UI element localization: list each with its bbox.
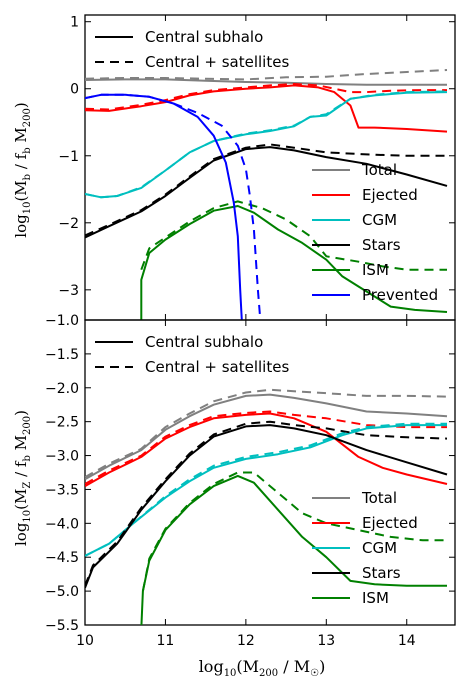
bot-ejected-solid-line xyxy=(85,412,448,487)
bot-total-dashed-line xyxy=(85,388,448,479)
bot-style-legend-label-dashed: Central + satellites xyxy=(145,358,289,376)
top-ejected-solid-line xyxy=(85,84,448,133)
bot-ylab-post: M xyxy=(12,435,30,455)
top-total-dashed-line xyxy=(85,69,448,81)
top-ism-solid-line xyxy=(140,205,448,320)
top-y-tick-label: 0 xyxy=(70,82,79,98)
bottom-y-tick-label: −5.0 xyxy=(45,584,79,600)
bot-stars-solid-line xyxy=(85,424,448,589)
bottom-panel-y-axis-label: log10(MZ / fb M200) xyxy=(12,410,33,546)
x-tick-label: 11 xyxy=(157,633,175,649)
top-ejected-dashed-line xyxy=(85,83,447,111)
top-style-legend: Central subhalo Central + satellites xyxy=(95,28,289,71)
bot-legend-label-total: Total xyxy=(361,489,397,507)
xlab-sun-sub: ☉ xyxy=(310,668,319,679)
top-legend-label-prevented: Prevented xyxy=(362,286,438,304)
top-ylab-post: M xyxy=(12,127,30,147)
bottom-series-legend: Total Ejected CGM Stars ISM xyxy=(312,489,418,607)
bottom-y-tick-label: −3.5 xyxy=(45,482,79,498)
x-axis-label: log10(M200 / M☉) xyxy=(199,657,326,679)
top-ylab-open: (M xyxy=(12,180,30,201)
bot-legend-label-ejected: Ejected xyxy=(362,514,418,532)
top-y-tick-label: −1 xyxy=(58,149,79,165)
top-cgm-solid-line xyxy=(85,91,448,199)
bottom-y-tick-label: −2.0 xyxy=(45,381,79,397)
top-legend-label-cgm: CGM xyxy=(362,211,397,229)
top-prevented-solid-line xyxy=(85,93,243,320)
bottom-y-tick-label: −1.5 xyxy=(45,347,79,363)
bot-style-legend-label-solid: Central subhalo xyxy=(145,333,263,351)
top-legend-label-stars: Stars xyxy=(362,236,401,254)
bottom-panel-x-ticks: 10 11 12 13 14 xyxy=(76,320,416,649)
top-ylab-close: ) xyxy=(12,102,30,108)
top-style-legend-label-solid: Central subhalo xyxy=(145,28,263,46)
top-legend-label-ism: ISM xyxy=(362,261,389,279)
top-y-tick-label: −3 xyxy=(58,283,79,299)
top-ylab-pre-sub: 10 xyxy=(22,202,33,215)
bot-ylab-mid: / f xyxy=(12,460,30,482)
bot-ism-solid-line xyxy=(140,474,447,625)
bottom-y-tick-label: −4.5 xyxy=(45,550,79,566)
bot-cgm-solid-line xyxy=(85,424,447,557)
top-total-solid-line xyxy=(85,78,447,86)
bot-ylab-pre: log xyxy=(12,522,30,546)
bottom-y-tick-label: −5.5 xyxy=(45,618,79,634)
bottom-panel: −1.5−2.0−2.5−3.0−3.5−4.0−4.5−5.0−5.5 10 1… xyxy=(12,319,456,679)
xlab-pre-sub: 10 xyxy=(224,668,237,679)
top-y-tick-label: 1 xyxy=(70,15,79,31)
top-stars-solid-line xyxy=(85,146,448,239)
x-tick-label: 10 xyxy=(76,633,94,649)
top-ylab-post-sub: 200 xyxy=(22,108,33,127)
bot-legend-label-cgm: CGM xyxy=(362,539,397,557)
bot-ylab-pre-sub: 10 xyxy=(22,510,33,523)
top-ylab-f-sub: b xyxy=(22,147,33,153)
bot-ylab-post-sub: 200 xyxy=(22,416,33,435)
top-cgm-dashed-line xyxy=(85,90,448,199)
xlab-m-sub: 200 xyxy=(259,668,278,679)
x-tick-label: 13 xyxy=(317,633,335,649)
bottom-panel-frame xyxy=(84,319,456,626)
top-ylab-pre: log xyxy=(12,214,30,238)
xlab-close: ) xyxy=(319,657,325,676)
bot-stars-dashed-line xyxy=(85,420,448,587)
top-style-legend-label-dashed: Central + satellites xyxy=(145,53,289,71)
bot-ylab-open: (M xyxy=(12,489,30,510)
top-prevented-dashed-line xyxy=(85,93,262,320)
xlab-open: (M xyxy=(236,657,259,676)
top-ylab-m-sub: b xyxy=(22,174,33,180)
top-panel-y-axis-label: log10(Mb / fb M200) xyxy=(12,102,33,237)
top-ylab-mid: / f xyxy=(12,152,30,174)
bot-cgm-dashed-line xyxy=(85,422,447,557)
bottom-panel-y-ticks: −1.5 −2.0 −2.5 −3.0 −3.5 −4.0 −4.5 −5.0 −5.5 xyxy=(45,347,455,634)
bottom-y-tick-label: −2.5 xyxy=(45,415,79,431)
bot-legend-label-ism: ISM xyxy=(362,589,389,607)
xlab-mid: / M xyxy=(278,657,310,676)
top-panel-lines xyxy=(85,69,448,320)
top-stars-dashed-line xyxy=(85,143,447,237)
bottom-panel-lines xyxy=(85,388,448,625)
top-panel-x-ticks xyxy=(84,15,408,320)
top-panel-y-ticks: 1 0 −1 −2 −3 −1.0 xyxy=(45,15,455,329)
top-legend-label-total: Total xyxy=(361,161,397,179)
bottom-y-tick-label: −4.0 xyxy=(45,516,79,532)
bot-ylab-m-sub: Z xyxy=(22,482,33,489)
bot-ylab-f-sub: b xyxy=(22,455,33,461)
top-series-legend: Total Ejected CGM Stars ISM Prevented xyxy=(312,161,438,304)
top-panel: 10−1−2−3−1.0 log10(Mb / fb M200) Central… xyxy=(12,14,456,329)
top-ism-dashed-line xyxy=(140,200,447,271)
xlab-pre: log xyxy=(199,657,224,676)
bottom-style-legend: Central subhalo Central + satellites xyxy=(95,333,289,376)
x-tick-label: 14 xyxy=(398,633,416,649)
top-y-tick-label-bottom: −1.0 xyxy=(45,313,79,329)
bottom-y-tick-label: −3.0 xyxy=(45,449,79,465)
top-legend-label-ejected: Ejected xyxy=(362,186,418,204)
bot-ejected-dashed-line xyxy=(85,410,447,485)
bot-legend-label-stars: Stars xyxy=(362,564,401,582)
top-y-tick-label: −2 xyxy=(58,216,79,232)
bot-total-solid-line xyxy=(85,393,448,481)
bot-ylab-close: ) xyxy=(12,410,30,416)
x-tick-label: 12 xyxy=(237,633,255,649)
